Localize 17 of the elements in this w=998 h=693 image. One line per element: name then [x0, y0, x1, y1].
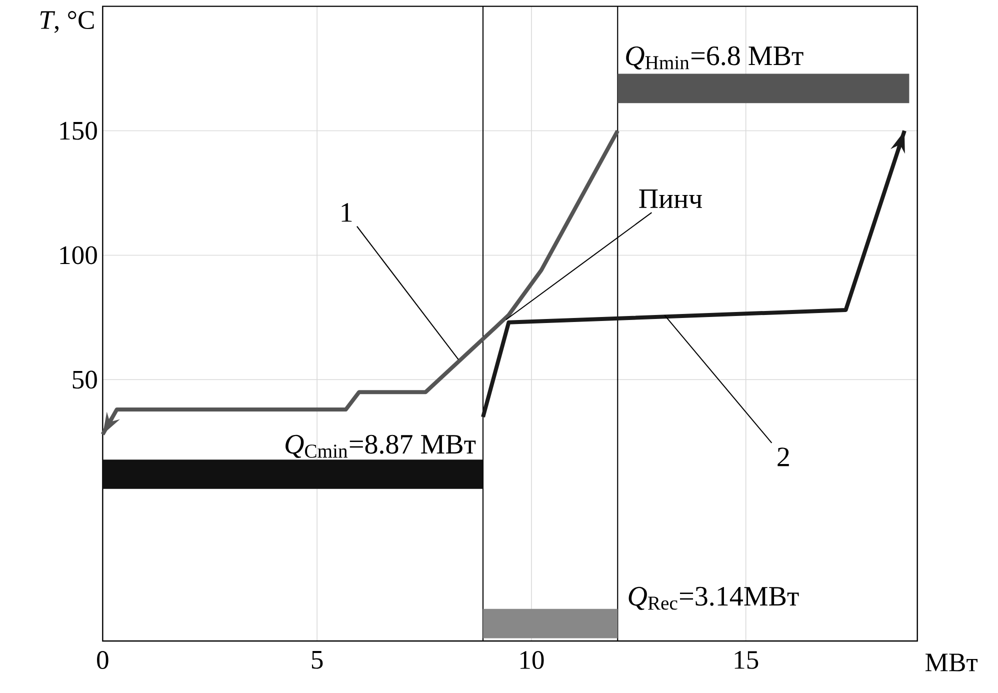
- y-tick-label: 150: [60, 122, 97, 140]
- series-label: Q$_{Hmin}$=6.8 МВт: [626, 46, 804, 70]
- line-series: [100, 128, 620, 436]
- series-label: Q$_{Cmin}$=8.87 МВт: [286, 434, 476, 458]
- x-tick-label: 0: [97, 651, 108, 670]
- y-tick-label: 100: [60, 246, 97, 264]
- x-axis-title: МВт: [925, 654, 978, 672]
- x-tick-label: 10: [520, 651, 544, 670]
- y-axis-title: T, °C: [40, 11, 94, 33]
- series-label: Q$_{Rec}$=3.14МВт: [628, 586, 799, 610]
- annotation: 2: [778, 448, 789, 466]
- y-tick-label: 50: [72, 370, 97, 389]
- x-tick-label: 15: [734, 651, 758, 669]
- x-tick-label: 5: [312, 651, 323, 669]
- annotation: Пинч: [639, 190, 702, 208]
- annotation: 1: [342, 203, 352, 222]
- line-series: [480, 128, 906, 419]
